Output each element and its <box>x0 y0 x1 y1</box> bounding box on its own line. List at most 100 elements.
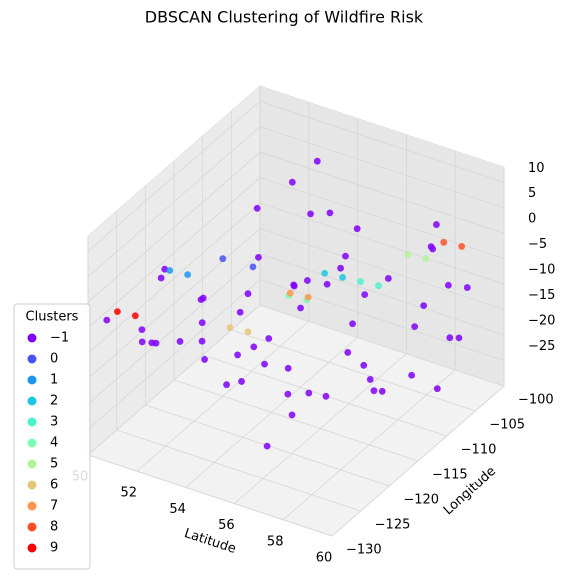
data-point <box>344 349 352 356</box>
data-point <box>249 263 257 271</box>
y-tick-label: −115 <box>432 468 468 483</box>
data-point <box>378 387 386 395</box>
legend-marker <box>27 480 37 490</box>
data-point <box>286 289 294 297</box>
data-point <box>313 157 321 165</box>
data-point <box>361 291 369 298</box>
data-point <box>337 264 344 272</box>
data-point <box>244 328 252 336</box>
grid-line <box>87 126 505 278</box>
data-point <box>265 335 273 342</box>
data-point <box>138 326 146 334</box>
data-point <box>446 334 454 342</box>
data-point <box>384 275 392 282</box>
data-point <box>370 387 378 395</box>
legend-marker <box>27 354 37 364</box>
grid-line <box>87 100 505 252</box>
data-point <box>463 284 471 291</box>
data-point <box>458 243 466 250</box>
data-point <box>411 323 419 331</box>
legend-label: 4 <box>50 436 58 451</box>
data-point <box>197 296 205 304</box>
data-point <box>433 385 441 393</box>
data-point <box>176 338 184 345</box>
data-point <box>433 221 440 228</box>
data-point <box>198 319 206 327</box>
z-tick-label: −5 <box>528 237 547 252</box>
data-point <box>326 209 334 217</box>
z-tick-label: 5 <box>528 186 536 201</box>
y-tick-label: −105 <box>489 418 525 433</box>
legend-label: 1 <box>50 373 58 388</box>
x-tick-label: 60 <box>316 551 333 566</box>
data-point <box>157 274 165 282</box>
z-tick-label: 10 <box>528 161 545 176</box>
legend-label: 6 <box>50 478 58 493</box>
data-point <box>321 269 329 277</box>
data-point <box>184 271 192 279</box>
x-tick-label: 56 <box>218 518 235 533</box>
legend-marker <box>27 417 37 427</box>
legend-marker <box>27 396 37 406</box>
data-point <box>236 308 244 316</box>
z-tick-label: −20 <box>528 314 555 329</box>
grid-line <box>87 279 505 430</box>
data-point <box>297 304 304 312</box>
legend-marker <box>27 522 37 532</box>
y-tick-label: −110 <box>461 443 497 458</box>
data-point <box>244 290 252 298</box>
y-tick-label: −130 <box>346 543 382 558</box>
x-tick-label: 54 <box>169 502 186 517</box>
data-point <box>420 302 428 310</box>
data-point <box>284 390 292 398</box>
grid-line <box>173 161 419 462</box>
data-point <box>366 376 374 383</box>
data-point <box>131 312 139 320</box>
grid-line <box>87 202 505 354</box>
legend-label: 2 <box>50 394 58 409</box>
x-tick-label: 58 <box>267 534 284 549</box>
data-point <box>288 178 296 186</box>
data-point <box>404 250 412 258</box>
data-point <box>353 225 361 233</box>
data-point <box>342 252 349 260</box>
grid-line <box>87 177 505 328</box>
data-point <box>261 360 268 368</box>
data-point <box>138 338 146 346</box>
data-point <box>219 255 227 263</box>
y-tick-label: −120 <box>403 493 439 508</box>
legend-label: 0 <box>50 352 58 367</box>
y-tick-label: −100 <box>518 393 554 408</box>
z-tick-label: −25 <box>528 339 555 354</box>
z-tick-label: −10 <box>528 263 555 278</box>
data-point <box>307 210 314 218</box>
data-point <box>322 392 330 400</box>
legend-marker <box>27 543 37 553</box>
data-point <box>304 277 311 284</box>
data-point <box>114 308 121 316</box>
legend-label: 5 <box>50 457 58 472</box>
data-point <box>304 293 312 301</box>
data-point <box>103 316 111 324</box>
data-point <box>455 334 463 342</box>
data-point <box>375 282 382 290</box>
grid-line <box>87 228 505 379</box>
data-point <box>166 267 174 274</box>
legend-marker <box>27 333 37 343</box>
grid-line <box>202 136 447 437</box>
data-point <box>323 280 331 288</box>
data-point <box>422 255 430 262</box>
y-tick-label: −125 <box>375 518 411 533</box>
legend-title: Clusters <box>26 310 79 325</box>
legend-marker <box>27 375 37 385</box>
data-point <box>288 411 296 419</box>
data-point <box>290 281 298 289</box>
data-point <box>250 343 258 351</box>
data-point <box>339 274 346 281</box>
data-point <box>444 281 452 289</box>
legend-label: −1 <box>50 331 69 346</box>
data-point <box>198 337 206 345</box>
data-point <box>440 238 448 246</box>
